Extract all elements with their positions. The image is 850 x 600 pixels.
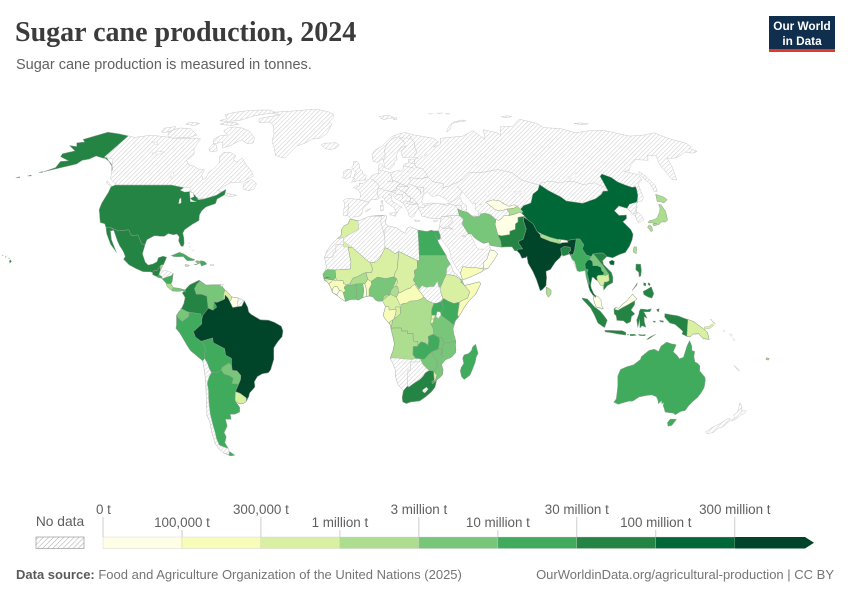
svg-text:No data: No data bbox=[36, 514, 85, 529]
svg-text:300,000 t: 300,000 t bbox=[233, 502, 289, 517]
svg-text:100,000 t: 100,000 t bbox=[154, 515, 210, 530]
svg-text:10 million t: 10 million t bbox=[466, 515, 530, 530]
svg-text:30 million t: 30 million t bbox=[545, 502, 609, 517]
svg-text:300 million t: 300 million t bbox=[699, 502, 771, 517]
svg-text:0 t: 0 t bbox=[96, 502, 111, 517]
svg-text:3 million t: 3 million t bbox=[391, 502, 448, 517]
svg-text:100 million t: 100 million t bbox=[620, 515, 692, 530]
svg-text:1 million t: 1 million t bbox=[312, 515, 369, 530]
